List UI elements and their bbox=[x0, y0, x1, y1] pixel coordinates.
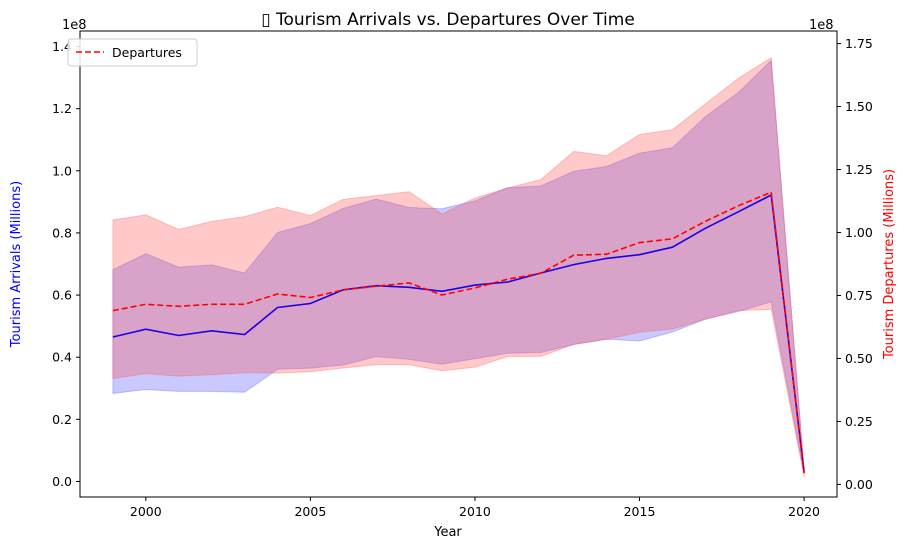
x-tick-label: 2000 bbox=[130, 504, 162, 519]
y-right-tick-label: 1.75 bbox=[845, 36, 873, 51]
y-left-tick-label: 1.2 bbox=[52, 101, 72, 116]
y-axis-left-label: Tourism Arrivals (Millions) bbox=[9, 181, 24, 348]
x-tick-label: 2005 bbox=[294, 504, 326, 519]
x-tick-label: 2015 bbox=[624, 504, 656, 519]
y-axis-left: 0.0 0.2 0.4 0.6 0.8 1.0 1.2 1.4 bbox=[52, 39, 80, 489]
right-offset-label: 1e8 bbox=[809, 18, 834, 33]
x-axis: 2000 2005 2010 2015 2020 bbox=[130, 497, 820, 519]
y-right-tick-label: 0.50 bbox=[845, 351, 873, 366]
chart-title: ▯ Tourism Arrivals vs. Departures Over T… bbox=[261, 10, 635, 30]
x-axis-label: Year bbox=[433, 525, 462, 540]
y-right-tick-label: 0.75 bbox=[845, 288, 873, 303]
y-right-tick-label: 1.50 bbox=[845, 99, 873, 114]
legend-box bbox=[67, 38, 198, 67]
left-offset-label: 1e8 bbox=[62, 18, 87, 33]
series-lines bbox=[112, 191, 805, 474]
y-right-tick-label: 0.00 bbox=[845, 477, 873, 492]
line-series-1 bbox=[112, 191, 805, 474]
y-left-tick-label: 1.4 bbox=[52, 39, 72, 54]
y-right-tick-label: 1.25 bbox=[845, 162, 873, 177]
plot-frame bbox=[79, 30, 838, 498]
confidence-bands bbox=[112, 56, 805, 477]
legend: Departures bbox=[67, 38, 198, 67]
y-left-tick-label: 0.8 bbox=[52, 225, 72, 240]
x-tick-label: 2020 bbox=[788, 504, 820, 519]
y-left-tick-label: 1.0 bbox=[52, 163, 72, 178]
line-series-0 bbox=[112, 193, 805, 473]
y-left-tick-label: 0.4 bbox=[52, 350, 72, 365]
x-tick-label: 2010 bbox=[459, 504, 491, 519]
y-left-tick-label: 0.6 bbox=[52, 288, 72, 303]
y-left-tick-label: 0.2 bbox=[52, 412, 72, 427]
y-right-tick-label: 0.25 bbox=[845, 414, 873, 429]
y-left-tick-label: 0.0 bbox=[52, 474, 72, 489]
band-series-0 bbox=[112, 59, 805, 474]
legend-label-departures: Departures bbox=[112, 45, 182, 60]
y-right-tick-label: 1.00 bbox=[845, 225, 873, 240]
y-axis-right: 0.00 0.25 0.50 0.75 1.00 1.25 1.50 1.75 bbox=[837, 36, 873, 492]
band-series-1 bbox=[112, 56, 805, 477]
y-axis-right-label: Tourism Departures (Millions) bbox=[882, 169, 897, 360]
